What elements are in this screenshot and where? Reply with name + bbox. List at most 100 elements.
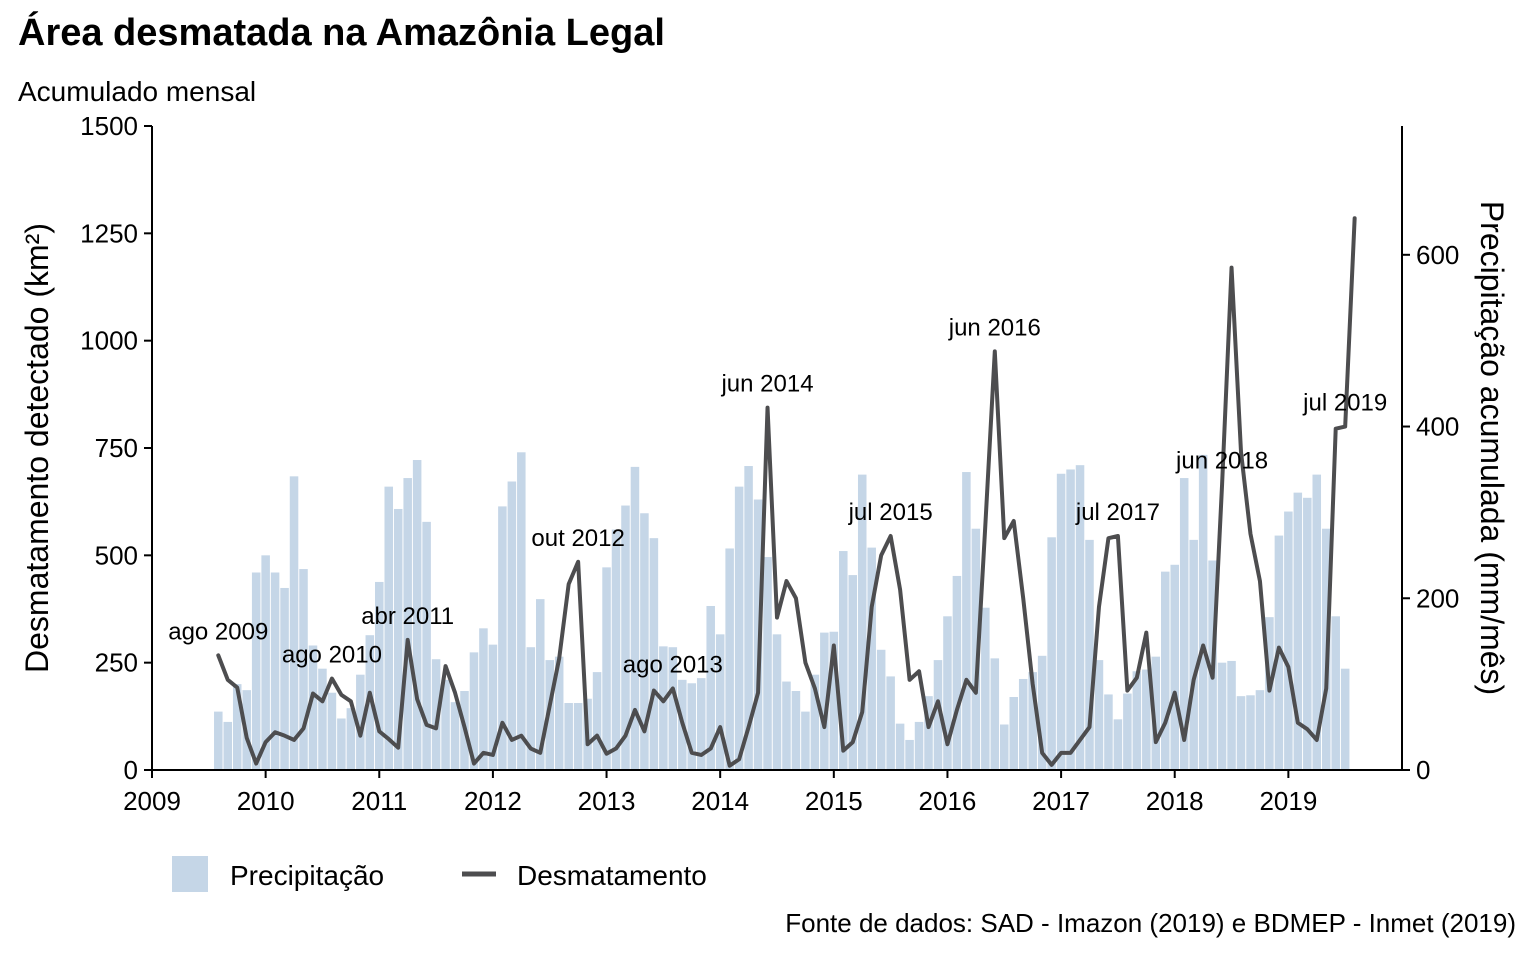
precipitation-bar [479, 628, 488, 770]
precipitation-bar [498, 506, 507, 770]
precipitation-bar [602, 567, 611, 770]
y2-tick-label: 200 [1416, 583, 1459, 613]
precipitation-bar [1255, 690, 1265, 770]
precipitation-bar [232, 684, 242, 770]
y-tick-label: 1000 [80, 326, 138, 356]
y2-tick-label: 0 [1416, 755, 1430, 785]
precipitation-bar [375, 581, 384, 770]
precipitation-bar [1094, 660, 1104, 770]
precipitation-bar [1113, 719, 1123, 770]
precipitation-bars [214, 452, 1350, 770]
precipitation-bar [886, 676, 895, 770]
precipitation-bar [1340, 668, 1350, 770]
precipitation-bar [839, 551, 848, 770]
precipitation-bar [924, 696, 933, 770]
precipitation-bar [261, 555, 270, 770]
peak-annotation: ago 2013 [623, 651, 723, 678]
peak-annotations: ago 2009 ago 2010 abr 2011 out 2012 ago 2013… [168, 314, 1387, 678]
precipitation-bar [895, 723, 905, 770]
precipitation-bar [772, 634, 782, 770]
precipitation-bar [1284, 511, 1293, 770]
precipitation-bar [668, 647, 678, 770]
precipitation-bar [299, 569, 308, 770]
precipitation-bar [744, 466, 753, 770]
precipitation-bar [990, 658, 1000, 770]
x-tick-label: 2019 [1259, 786, 1317, 816]
precipitation-bar [640, 513, 649, 770]
precipitation-bar [1312, 474, 1322, 770]
x-tick-label: 2015 [805, 786, 863, 816]
precipitation-bar [791, 691, 801, 770]
precipitation-bar [820, 632, 829, 770]
legend-label-precipitation: Precipitação [230, 860, 384, 891]
precipitation-bar [223, 721, 233, 770]
precipitation-bar [1123, 693, 1132, 770]
precipitation-bar [346, 708, 356, 770]
precipitation-bar [1179, 478, 1189, 770]
precipitation-bar [488, 644, 498, 770]
precipitation-bar [905, 739, 914, 770]
x-tick-label: 2017 [1032, 786, 1090, 816]
precipitation-bar [611, 529, 621, 770]
precipitation-bar [1085, 539, 1094, 770]
precipitation-bar [782, 681, 791, 770]
y-tick-label: 1500 [80, 111, 138, 141]
y-tick-label: 500 [95, 540, 138, 570]
precipitation-bar [952, 575, 962, 770]
peak-annotation: ago 2010 [282, 642, 382, 669]
peak-annotation: jun 2018 [1175, 447, 1268, 474]
precipitation-bar [327, 692, 337, 770]
precipitation-bar [1009, 697, 1018, 770]
precipitation-bar [412, 460, 422, 770]
y-tick-label: 1250 [80, 218, 138, 248]
peak-annotation: jul 2017 [1075, 499, 1160, 526]
precipitation-bar [1217, 662, 1227, 770]
precipitation-bar [649, 538, 659, 770]
x-tick-label: 2009 [123, 786, 181, 816]
precipitation-bar [1075, 465, 1085, 770]
precipitation-bar [450, 702, 460, 770]
legend-swatch-precipitation [172, 856, 208, 892]
y2-axis-title: Precipitação acumulada (mm/mês) [1474, 201, 1510, 695]
y2-tick-label: 400 [1416, 412, 1459, 442]
precipitation-bar [914, 721, 924, 770]
precipitation-bar [469, 652, 479, 770]
precipitation-bar [933, 660, 943, 770]
precipitation-bar [1331, 616, 1340, 770]
precipitation-bar [1227, 660, 1236, 770]
legend-label-deforestation: Desmatamento [517, 860, 707, 891]
precipitation-bar [1161, 571, 1170, 770]
precipitation-bar [1151, 656, 1161, 770]
precipitation-bar [763, 557, 772, 770]
peak-annotation: jul 2015 [848, 499, 933, 526]
precipitation-bar [318, 668, 327, 770]
precipitation-bar [876, 649, 886, 770]
precipitation-bar [1293, 492, 1303, 770]
precipitation-bar [971, 528, 981, 770]
x-tick-label: 2018 [1146, 786, 1204, 816]
precipitation-bar [1066, 469, 1075, 770]
precipitation-bar [1303, 497, 1312, 770]
precipitation-bar [696, 678, 706, 770]
y-tick-label: 250 [95, 648, 138, 678]
precipitation-bar [526, 647, 536, 770]
precipitation-bar [280, 587, 289, 770]
precipitation-bar [422, 521, 431, 770]
y-tick-label: 0 [124, 755, 138, 785]
precipitation-bar [289, 476, 299, 770]
precipitation-bar [630, 466, 640, 770]
precipitation-bar [867, 547, 876, 770]
precipitation-bar [251, 572, 261, 770]
y-tick-label: 750 [95, 433, 138, 463]
precipitation-bar [1132, 671, 1142, 770]
precipitation-bar [214, 711, 223, 770]
y-axis-title: Desmatamento detectado (km²) [19, 223, 55, 673]
precipitation-bar [365, 635, 375, 770]
precipitation-bar [573, 703, 583, 770]
precipitation-bar [356, 674, 365, 770]
x-tick-label: 2016 [919, 786, 977, 816]
precipitation-bar [441, 679, 450, 770]
precipitation-bar [1236, 696, 1246, 770]
precipitation-bar [687, 683, 697, 770]
peak-annotation: abr 2011 [361, 603, 454, 630]
